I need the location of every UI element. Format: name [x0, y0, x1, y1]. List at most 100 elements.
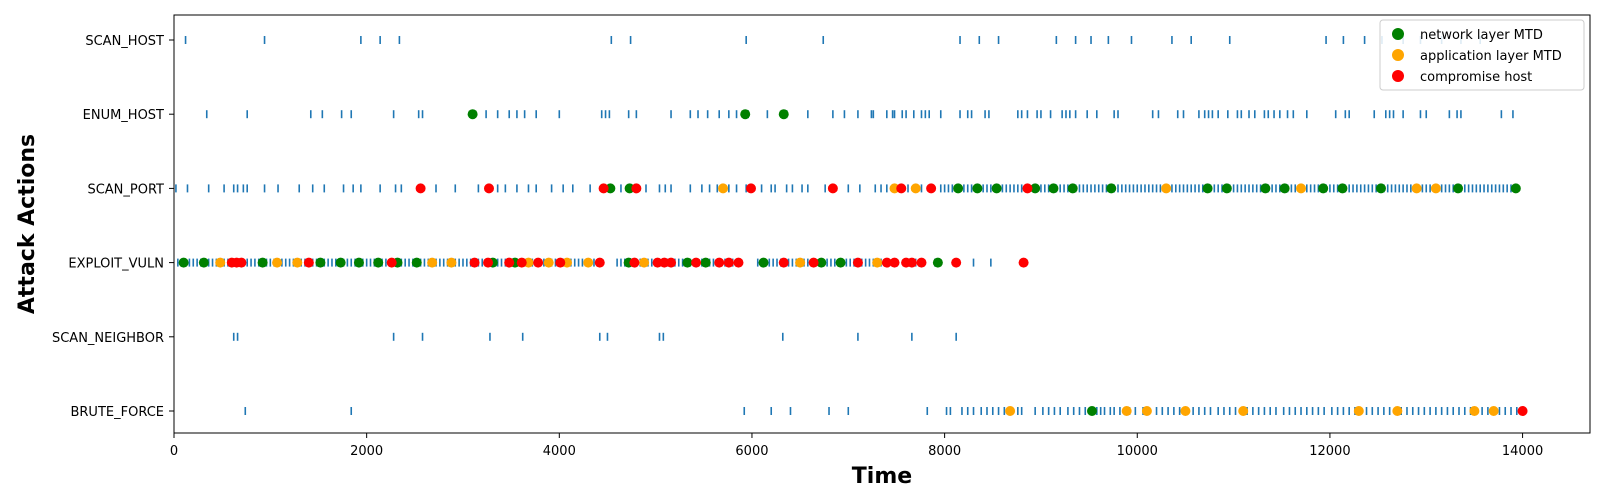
y-tick-label-enum-host: ENUM_HOST [83, 108, 164, 123]
marker-application-layer-mtd [427, 257, 438, 268]
marker-network-layer-mtd [700, 257, 711, 268]
marker-network-layer-mtd [953, 183, 964, 194]
marker-compromise-host [778, 257, 789, 268]
marker-application-layer-mtd [272, 257, 283, 268]
x-tick-label-12000: 12000 [1309, 444, 1350, 459]
marker-compromise-host [889, 257, 900, 268]
marker-compromise-host [745, 183, 756, 194]
marker-network-layer-mtd [373, 257, 384, 268]
marker-compromise-host [303, 257, 314, 268]
marker-compromise-host [951, 257, 962, 268]
y-tick-label-scan-neighbor: SCAN_NEIGHBOR [52, 331, 164, 346]
marker-network-layer-mtd [758, 257, 769, 268]
marker-application-layer-mtd [1353, 406, 1364, 416]
y-tick-label-exploit-vuln: EXPLOIT_VULN [68, 257, 164, 272]
marker-network-layer-mtd [1279, 183, 1290, 194]
marker-network-layer-mtd [816, 257, 827, 268]
marker-compromise-host [483, 257, 494, 268]
marker-network-layer-mtd [335, 257, 346, 268]
marker-network-layer-mtd [1510, 183, 1521, 194]
marker-application-layer-mtd [910, 183, 921, 194]
marker-application-layer-mtd [639, 257, 650, 268]
marker-network-layer-mtd [1202, 183, 1213, 194]
x-tick-label-2000: 2000 [350, 444, 383, 459]
marker-compromise-host [691, 257, 702, 268]
marker-compromise-host [666, 257, 677, 268]
x-tick-label-10000: 10000 [1117, 444, 1158, 459]
marker-compromise-host [236, 257, 247, 268]
y-tick-label-scan-port: SCAN_PORT [87, 182, 164, 197]
marker-application-layer-mtd [1161, 183, 1172, 194]
marker-compromise-host [916, 257, 927, 268]
plot-frame [173, 14, 1591, 434]
marker-compromise-host [629, 257, 640, 268]
legend: network layer MTD application layer MTD co… [1379, 19, 1585, 91]
marker-application-layer-mtd [1392, 406, 1403, 416]
marker-application-layer-mtd [872, 257, 883, 268]
marker-application-layer-mtd [446, 257, 457, 268]
marker-network-layer-mtd [740, 109, 751, 120]
legend-marker-compromise-host [1392, 70, 1404, 82]
marker-compromise-host [1018, 257, 1029, 268]
marker-network-layer-mtd [178, 257, 189, 268]
x-axis: 0 2000 4000 6000 8000 10000 12000 14000 [170, 433, 1543, 459]
marker-compromise-host [555, 257, 566, 268]
x-axis-label: Time [852, 464, 912, 489]
marker-compromise-host [733, 257, 744, 268]
legend-box [1379, 19, 1585, 91]
legend-marker-network-layer-mtd [1392, 28, 1404, 40]
marker-application-layer-mtd [1238, 406, 1249, 416]
marker-compromise-host [714, 257, 725, 268]
y-tick-label-brute-force: BRUTE_FORCE [70, 405, 164, 420]
marker-application-layer-mtd [1180, 406, 1191, 416]
marker-compromise-host [533, 257, 544, 268]
marker-network-layer-mtd [1221, 183, 1232, 194]
y-tick-label-scan-host: SCAN_HOST [85, 34, 164, 49]
marker-application-layer-mtd [1121, 406, 1132, 416]
marker-network-layer-mtd [1106, 183, 1117, 194]
marker-application-layer-mtd [1005, 406, 1016, 416]
legend-label-compromise-host: compromise host [1420, 70, 1532, 85]
x-tick-label-14000: 14000 [1502, 444, 1543, 459]
marker-network-layer-mtd [1086, 406, 1097, 416]
marker-compromise-host [483, 183, 494, 194]
marker-network-layer-mtd [835, 257, 846, 268]
marker-compromise-host [598, 183, 609, 194]
marker-compromise-host [469, 257, 480, 268]
marker-application-layer-mtd [1296, 183, 1307, 194]
marker-network-layer-mtd [1260, 183, 1271, 194]
marker-application-layer-mtd [1141, 406, 1152, 416]
marker-application-layer-mtd [795, 257, 806, 268]
marker-compromise-host [808, 257, 819, 268]
marker-network-layer-mtd [1337, 183, 1348, 194]
marker-network-layer-mtd [1048, 183, 1059, 194]
marker-compromise-host [415, 183, 426, 194]
legend-label-network-layer-mtd: network layer MTD [1420, 28, 1543, 43]
marker-network-layer-mtd [778, 109, 789, 120]
marker-application-layer-mtd [1430, 183, 1441, 194]
marker-network-layer-mtd [932, 257, 943, 268]
y-axis: BRUTE_FORCE SCAN_NEIGHBOR EXPLOIT_VULN SCAN… [52, 34, 174, 420]
x-tick-label-8000: 8000 [928, 444, 961, 459]
marker-application-layer-mtd [1469, 406, 1480, 416]
marker-network-layer-mtd [1318, 183, 1329, 194]
marker-network-layer-mtd [353, 257, 364, 268]
marker-application-layer-mtd [1488, 406, 1499, 416]
marker-compromise-host [723, 257, 734, 268]
marker-network-layer-mtd [991, 183, 1002, 194]
x-tick-label-4000: 4000 [543, 444, 576, 459]
marker-application-layer-mtd [543, 257, 554, 268]
marker-network-layer-mtd [1453, 183, 1464, 194]
marker-application-layer-mtd [215, 257, 226, 268]
y-axis-label: Attack Actions [15, 134, 40, 314]
marker-application-layer-mtd [292, 257, 303, 268]
marker-compromise-host [516, 257, 527, 268]
x-tick-label-0: 0 [170, 444, 178, 459]
marker-compromise-host [594, 257, 605, 268]
marker-compromise-host [827, 183, 838, 194]
marker-application-layer-mtd [718, 183, 729, 194]
marker-network-layer-mtd [682, 257, 693, 268]
marker-network-layer-mtd [1375, 183, 1386, 194]
marker-compromise-host [906, 257, 917, 268]
